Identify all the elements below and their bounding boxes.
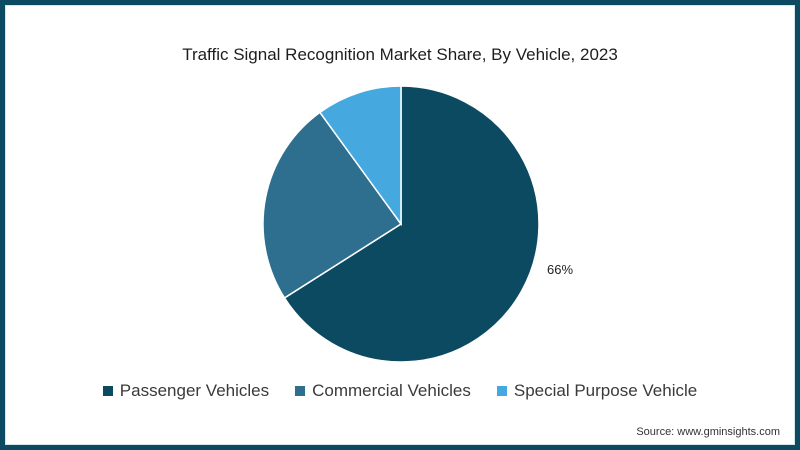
- legend-label: Special Purpose Vehicle: [513, 381, 698, 400]
- pie-slices: [262, 85, 540, 363]
- legend-swatch-passenger-icon: [102, 386, 113, 396]
- source-credit: Source: www.gminsights.com: [636, 426, 780, 438]
- legend-label: Commercial Vehicles: [312, 381, 471, 400]
- legend-label: Passenger Vehicles: [119, 381, 270, 400]
- slice-passenger-vehicles: [283, 85, 540, 363]
- chart-legend: Passenger Vehicles Commercial Vehicles S…: [0, 381, 800, 401]
- passenger-vehicles-data-label: 66%: [547, 262, 574, 277]
- slice-special-purpose-vehicle: [318, 85, 402, 227]
- slice-commercial-vehicles: [262, 111, 403, 299]
- legend-item-special-purpose-vehicle: Special Purpose Vehicle: [496, 381, 698, 401]
- legend-swatch-commercial-icon: [295, 386, 306, 396]
- legend-swatch-special-icon: [496, 386, 507, 396]
- chart-title: Traffic Signal Recognition Market Share,…: [182, 45, 618, 64]
- legend-item-commercial-vehicles: Commercial Vehicles: [295, 381, 471, 401]
- legend-item-passenger-vehicles: Passenger Vehicles: [102, 381, 270, 401]
